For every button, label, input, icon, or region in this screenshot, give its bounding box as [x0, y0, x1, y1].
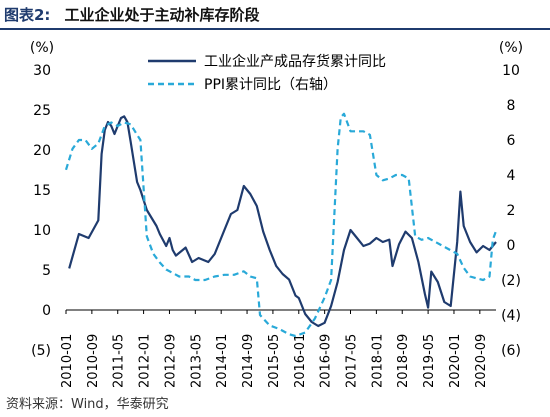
x-axis-ticks: 2010-01 2010-09 2011-05 2012-01 2012-09 2013-…	[60, 310, 489, 388]
left-tick-label: 15	[33, 183, 51, 199]
x-tick-label: 2018-09	[396, 334, 411, 388]
x-tick-label: 2013-05	[189, 334, 204, 388]
x-tick-label: 2016-01	[293, 334, 308, 388]
x-tick-label: 2019-05	[422, 334, 437, 388]
right-tick-label: 6	[507, 133, 516, 149]
x-tick-label: 2014-01	[215, 334, 230, 388]
left-tick-label: 25	[33, 103, 51, 119]
x-tick-label: 2010-01	[60, 334, 75, 388]
legend-label-inventory: 工业企业产成品存货累计同比	[204, 53, 386, 70]
series-line-inventory	[68, 115, 497, 328]
left-tick-label: (5)	[31, 343, 51, 359]
legend-label-ppi: PPI累计同比（右轴）	[204, 77, 337, 93]
x-tick-label: 2020-09	[474, 334, 489, 388]
legend: 工业企业产成品存货累计同比 PPI累计同比（右轴）	[148, 53, 386, 93]
series-line-ppi	[64, 112, 498, 338]
left-axis-unit: (%)	[30, 40, 54, 56]
source-note: 资料来源：Wind，华泰研究	[6, 397, 169, 412]
right-tick-label: (2)	[501, 273, 521, 289]
x-tick-label: 2016-09	[319, 334, 334, 388]
x-tick-label: 2020-01	[448, 334, 463, 388]
right-tick-label: (4)	[501, 308, 521, 324]
figure-label: 图表2:	[4, 6, 51, 24]
x-tick-label: 2011-05	[112, 334, 127, 388]
right-axis-unit: (%)	[499, 40, 523, 56]
x-tick-label: 2012-01	[138, 334, 153, 388]
right-tick-label: (6)	[501, 343, 521, 359]
x-tick-label: 2012-09	[163, 334, 178, 388]
left-tick-label: 30	[33, 63, 51, 79]
left-axis-ticks: 30 25 20 15 10 5 0 (5)	[31, 63, 51, 359]
left-tick-label: 20	[33, 143, 51, 159]
right-tick-label: 2	[507, 203, 516, 219]
figure-title-text: 工业企业处于主动补库存阶段	[64, 6, 260, 24]
x-tick-label: 2015-05	[267, 334, 282, 388]
left-tick-label: 10	[33, 223, 51, 239]
right-tick-label: 4	[507, 168, 516, 184]
title-rule	[0, 28, 550, 30]
left-tick-label: 5	[42, 263, 51, 279]
series-layer	[64, 112, 498, 338]
right-axis-ticks: 10 8 6 4 2 0 (2) (4) (6)	[501, 63, 521, 359]
right-tick-label: 8	[507, 98, 516, 114]
x-tick-label: 2017-05	[345, 334, 360, 388]
right-tick-label: 0	[507, 238, 516, 254]
figure-title: 图表2: 工业企业处于主动补库存阶段	[4, 3, 546, 27]
x-tick-label: 2010-09	[86, 334, 101, 388]
x-tick-label: 2014-09	[241, 334, 256, 388]
left-tick-label: 0	[42, 303, 51, 319]
x-tick-label: 2018-01	[370, 334, 385, 388]
right-tick-label: 10	[502, 63, 520, 79]
